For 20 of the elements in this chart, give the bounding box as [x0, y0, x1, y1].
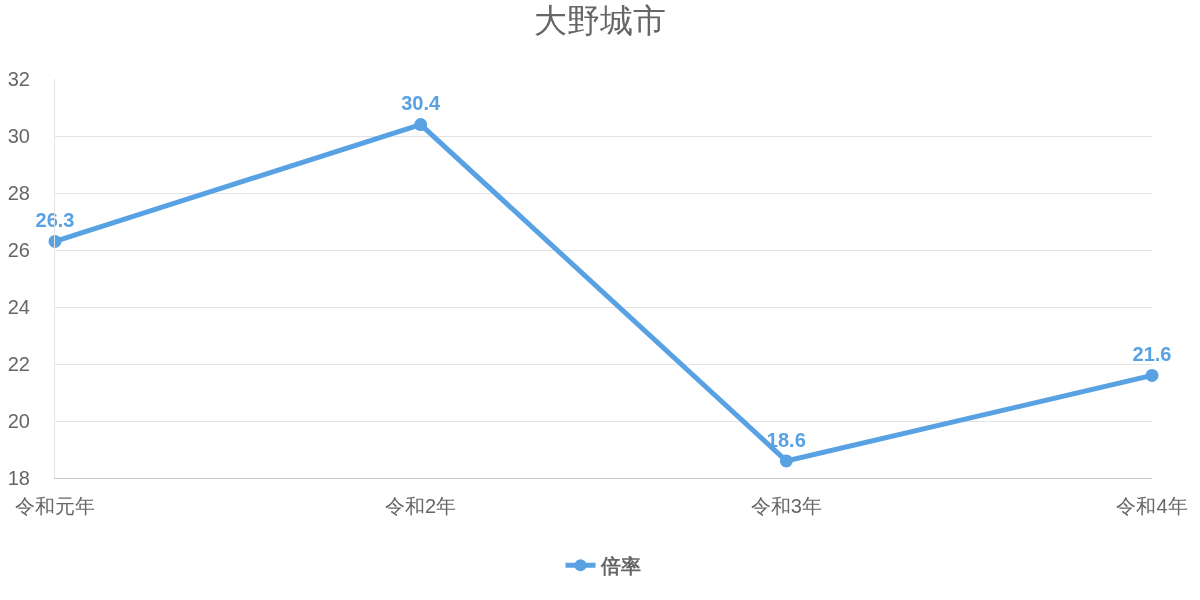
- x-tick-label: 令和2年: [385, 495, 457, 517]
- x-tick-label: 令和3年: [750, 495, 822, 517]
- data-label: 30.4: [401, 92, 441, 115]
- data-label: 21.6: [1132, 343, 1172, 366]
- data-label: 18.6: [766, 428, 806, 451]
- y-tick-label: 22: [7, 353, 30, 375]
- y-tick-label: 32: [7, 68, 30, 90]
- x-tick-label: 令和元年: [15, 495, 95, 517]
- y-tick-label: 24: [7, 296, 30, 318]
- legend-label: 倍率: [599, 555, 641, 578]
- x-tick-label: 令和4年: [1116, 495, 1188, 517]
- y-tick-label: 28: [7, 182, 30, 204]
- point: [414, 118, 428, 132]
- y-tick-label: 30: [7, 125, 30, 147]
- chart-title: 大野城市: [534, 2, 666, 40]
- y-tick-label: 18: [7, 467, 30, 489]
- y-tick-label: 20: [7, 410, 30, 432]
- point: [1145, 368, 1159, 382]
- y-tick-label: 26: [7, 239, 30, 261]
- point: [779, 454, 793, 468]
